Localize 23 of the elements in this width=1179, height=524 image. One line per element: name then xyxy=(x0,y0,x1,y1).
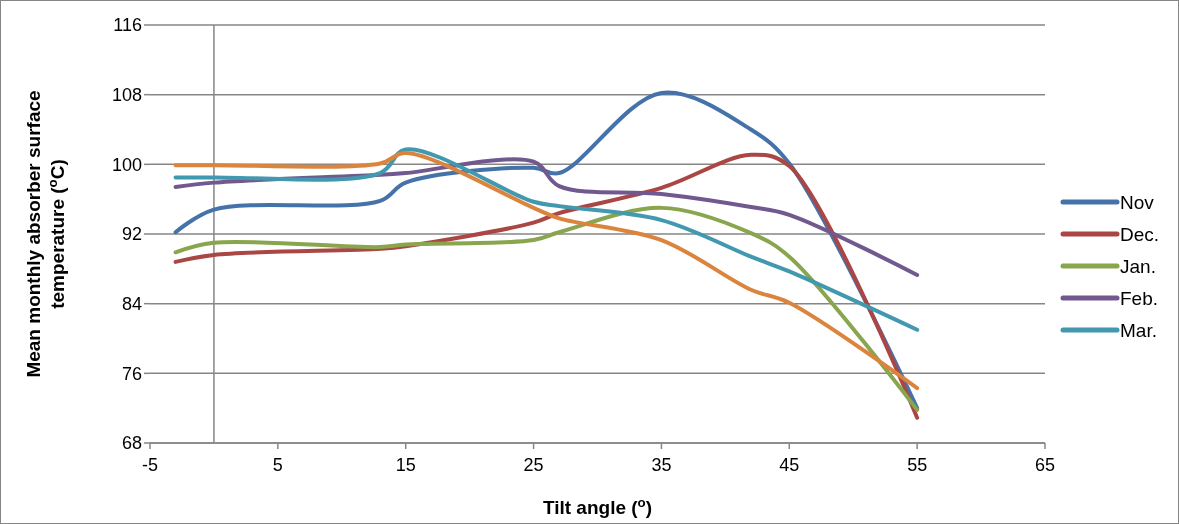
legend-label: Feb. xyxy=(1120,287,1159,309)
line-series xyxy=(173,147,920,332)
y-tick-label: 84 xyxy=(121,293,142,314)
y-tick-label: 116 xyxy=(113,15,142,36)
x-axis-title: Tilt angle ($^{o}$) xyxy=(542,494,653,518)
y-tick-label: 100 xyxy=(111,154,142,175)
legend-label: Jan. xyxy=(1120,255,1156,277)
y-tick-label: 76 xyxy=(121,363,142,384)
line-series xyxy=(173,205,920,412)
legend-label: Mar. xyxy=(1120,319,1157,341)
x-tick-label: 45 xyxy=(779,455,800,475)
y-tick-label: 68 xyxy=(121,433,142,454)
x-tick-label: 35 xyxy=(651,455,672,475)
x-tick-label: 5 xyxy=(272,455,283,475)
y-tick-label: 92 xyxy=(121,224,142,245)
x-tick-label: 15 xyxy=(395,455,416,475)
x-tick-label: 55 xyxy=(907,455,928,475)
y-tick-label: 108 xyxy=(111,84,142,105)
x-tick-label: 25 xyxy=(523,455,544,475)
legend-label: Dec. xyxy=(1120,223,1160,245)
legend-label: Nov xyxy=(1120,191,1155,213)
x-tick-label: -5 xyxy=(141,455,159,475)
x-tick-label: 65 xyxy=(1034,455,1056,475)
